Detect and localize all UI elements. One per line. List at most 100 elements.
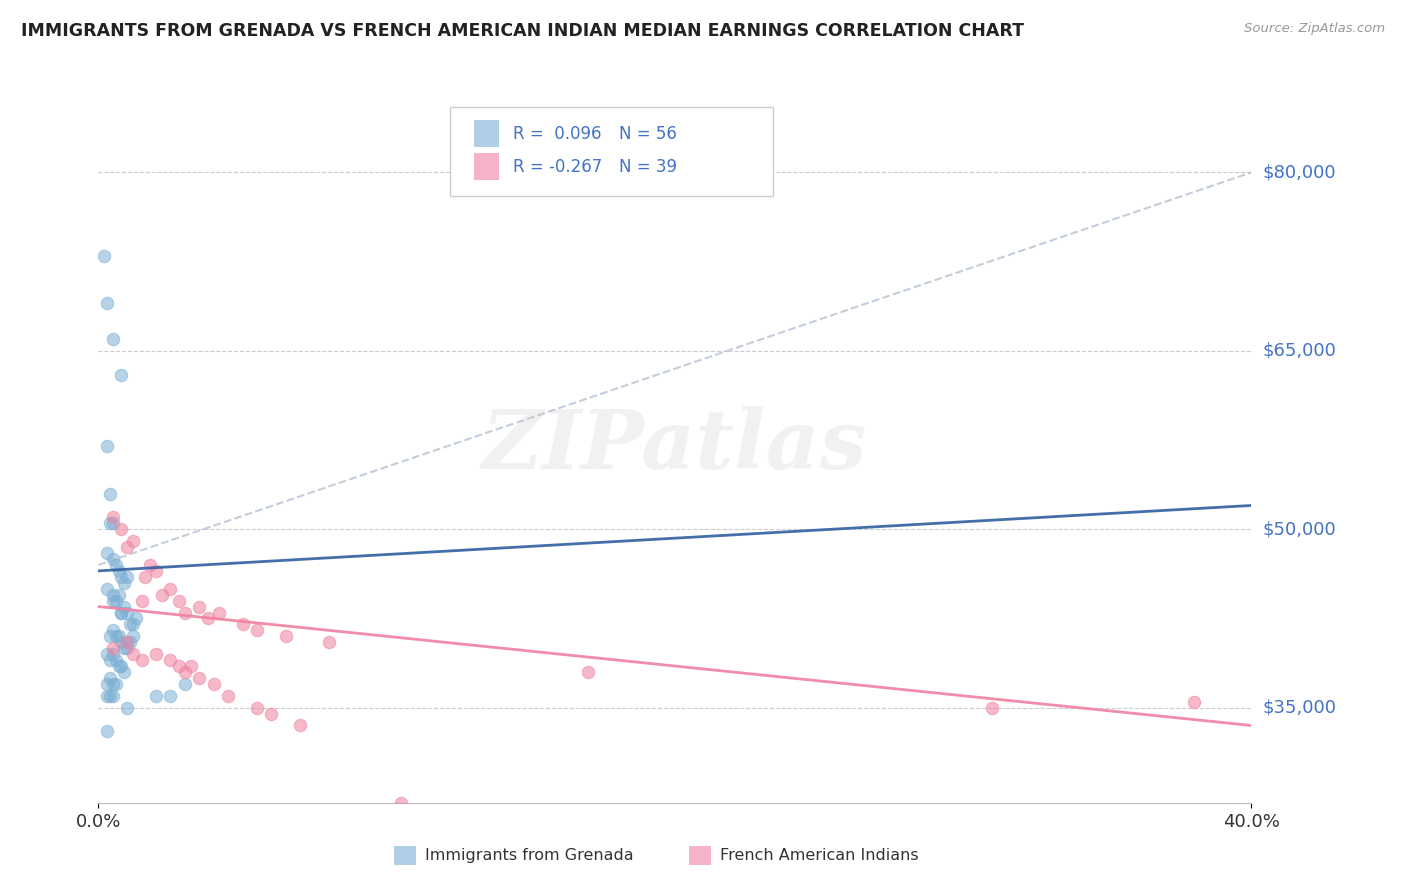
Point [578,665,600,679]
Point [96,546,118,560]
Point [107,659,129,673]
Point [246,700,269,714]
Point [231,617,254,632]
Point [145,564,167,578]
Point [101,332,124,346]
Point [101,677,124,691]
Point [117,641,138,656]
Point [167,593,190,607]
Point [290,718,312,732]
Point [98,629,121,643]
Point [120,617,142,632]
Point [180,659,202,673]
Point [125,611,148,625]
Point [122,647,145,661]
Point [208,606,231,620]
Point [112,575,135,590]
Point [112,641,135,656]
Point [188,599,211,614]
Point [112,665,135,679]
Point [110,659,132,673]
Point [159,653,181,667]
Point [112,599,135,614]
Point [120,635,142,649]
Point [110,522,132,536]
Text: R = -0.267: R = -0.267 [513,158,602,176]
Point [104,629,127,643]
Point [107,629,129,643]
Point [318,635,340,649]
Point [150,588,173,602]
Point [104,558,127,572]
Point [93,249,115,263]
Point [96,689,118,703]
Point [117,635,138,649]
Point [101,516,124,531]
Point [104,653,127,667]
Point [104,593,127,607]
Point [202,677,225,691]
Point [101,510,124,524]
Point [174,677,197,691]
Point [110,606,132,620]
Point [96,677,118,691]
Point [101,647,124,661]
Point [197,611,219,625]
Point [260,706,283,721]
Text: ZIPatlas: ZIPatlas [482,406,868,486]
Point [110,368,132,382]
Point [110,635,132,649]
Point [101,552,124,566]
Point [98,653,121,667]
Point [98,689,121,703]
Point [101,624,124,638]
Point [122,617,145,632]
Text: IMMIGRANTS FROM GRENADA VS FRENCH AMERICAN INDIAN MEDIAN EARNINGS CORRELATION CH: IMMIGRANTS FROM GRENADA VS FRENCH AMERIC… [21,22,1024,40]
Text: N = 56: N = 56 [619,125,676,143]
Text: Source: ZipAtlas.com: Source: ZipAtlas.com [1244,22,1385,36]
Text: $35,000: $35,000 [1263,698,1337,716]
Point [110,570,132,584]
Point [188,671,211,685]
Point [174,665,197,679]
Point [217,689,239,703]
Point [107,564,129,578]
Point [1182,695,1205,709]
Point [145,689,167,703]
Point [131,653,153,667]
Point [122,534,145,549]
Point [117,700,138,714]
Point [246,624,269,638]
Point [145,647,167,661]
Point [98,486,121,500]
Point [117,570,138,584]
Text: R =  0.096: R = 0.096 [513,125,602,143]
Text: $50,000: $50,000 [1263,520,1336,538]
Point [159,689,181,703]
Text: $80,000: $80,000 [1263,163,1336,181]
Point [101,593,124,607]
Point [389,796,412,810]
Point [98,516,121,531]
Point [110,606,132,620]
Text: N = 39: N = 39 [619,158,676,176]
Point [174,606,197,620]
Point [96,582,118,596]
Text: French American Indians: French American Indians [720,848,918,863]
Point [981,700,1004,714]
Point [139,558,162,572]
Text: $65,000: $65,000 [1263,342,1336,359]
Text: Immigrants from Grenada: Immigrants from Grenada [425,848,633,863]
Point [96,647,118,661]
Point [159,582,181,596]
Point [96,296,118,310]
Point [134,570,156,584]
Point [101,689,124,703]
Point [122,629,145,643]
Point [101,588,124,602]
Point [117,606,138,620]
Point [104,677,127,691]
Point [274,629,297,643]
Point [101,641,124,656]
Point [107,588,129,602]
